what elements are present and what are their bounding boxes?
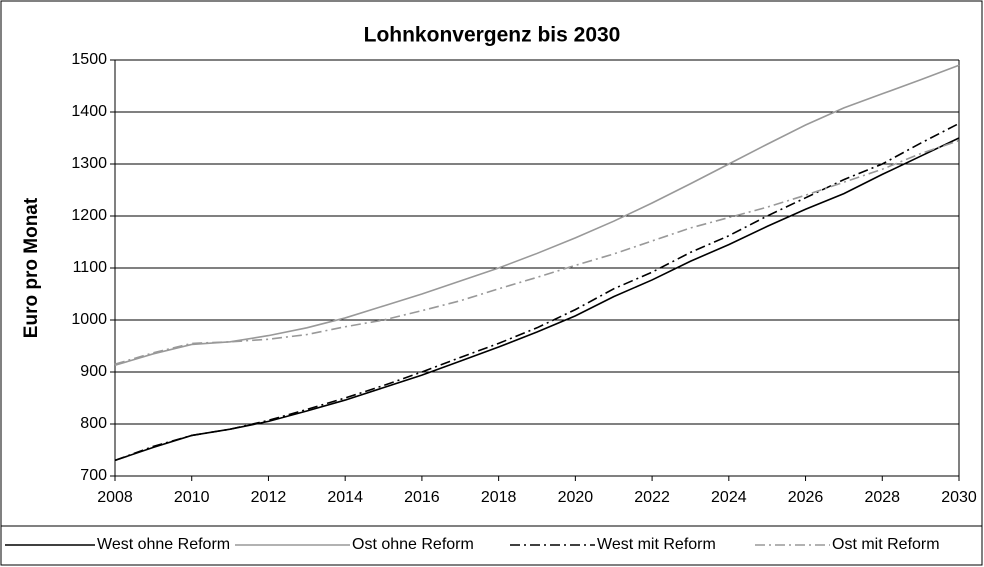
legend-label: West ohne Reform xyxy=(97,536,230,553)
x-tick-label: 2018 xyxy=(481,489,517,506)
series-line xyxy=(114,122,960,462)
series-line xyxy=(114,64,960,367)
legend-label: Ost mit Reform xyxy=(832,536,940,553)
x-tick-label: 2022 xyxy=(634,489,670,506)
legend-label: West mit Reform xyxy=(597,536,716,553)
legend-label: Ost ohne Reform xyxy=(352,536,474,553)
x-tick-label: 2024 xyxy=(711,489,747,506)
y-axis-label: Euro pro Monat xyxy=(21,197,42,338)
y-tick-label: 700 xyxy=(80,467,107,484)
y-tick-label: 1500 xyxy=(71,51,107,68)
x-tick-label: 2026 xyxy=(788,489,824,506)
x-tick-label: 2008 xyxy=(97,489,133,506)
chart-title: Lohnkonvergenz bis 2030 xyxy=(364,24,621,47)
x-tick-label: 2010 xyxy=(174,489,210,506)
y-tick-label: 1400 xyxy=(71,103,107,120)
y-tick-label: 1200 xyxy=(71,207,107,224)
y-tick-label: 1300 xyxy=(71,155,107,172)
y-tick-label: 1100 xyxy=(73,259,108,276)
y-tick-label: 800 xyxy=(80,415,107,432)
x-tick-label: 2016 xyxy=(404,489,440,506)
x-tick-label: 2014 xyxy=(327,489,363,506)
y-tick-label: 900 xyxy=(80,363,107,380)
y-tick-label: 1000 xyxy=(71,311,107,328)
x-tick-label: 2020 xyxy=(558,489,594,506)
x-tick-label: 2028 xyxy=(864,489,900,506)
legend-box xyxy=(0,525,983,566)
x-tick-label: 2030 xyxy=(941,489,977,506)
series-line xyxy=(114,139,960,365)
x-tick-label: 2012 xyxy=(251,489,287,506)
